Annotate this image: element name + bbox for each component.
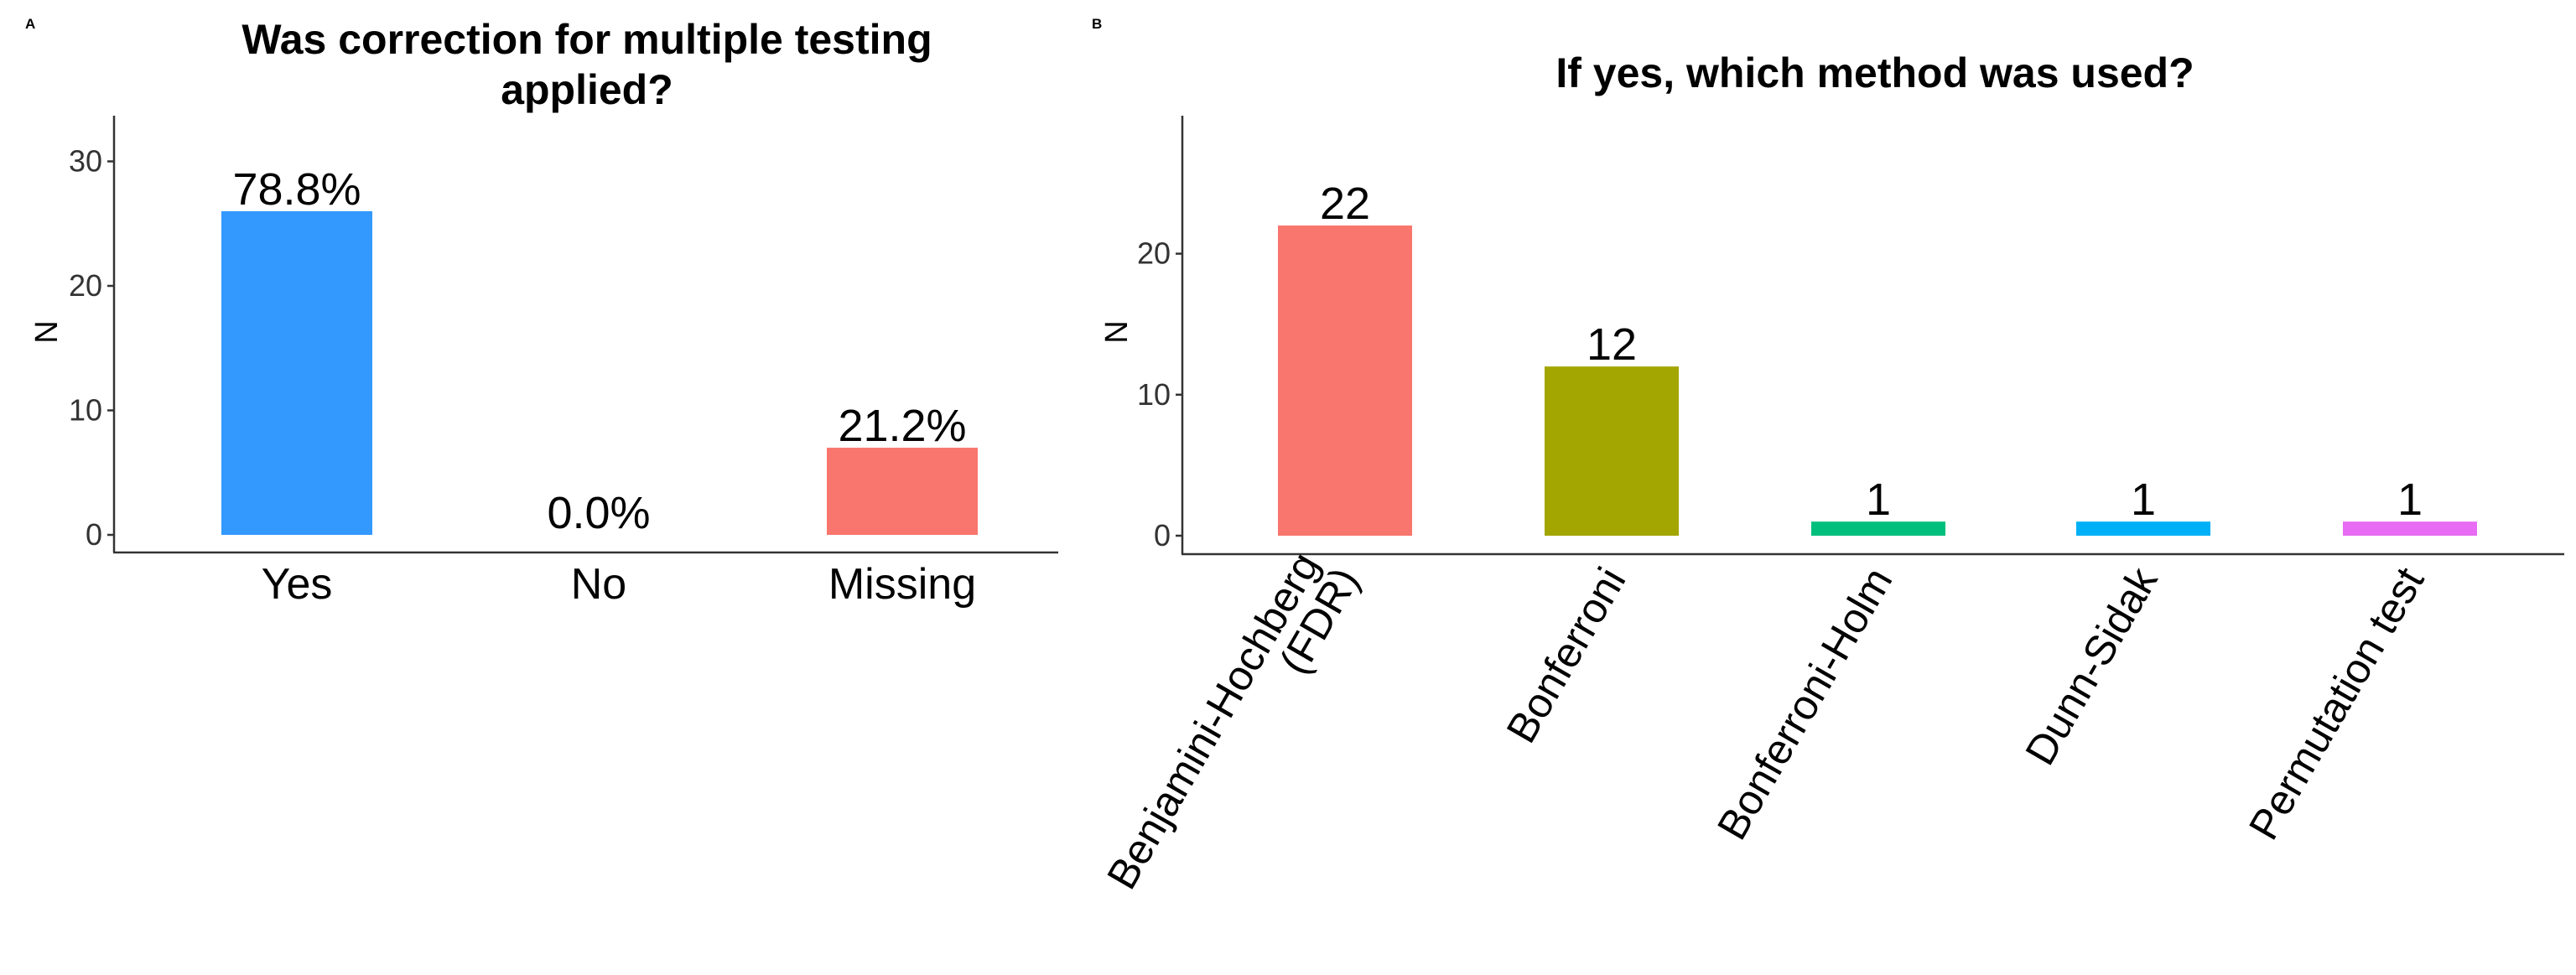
panel-a-data-label: 78.8% [232,164,361,215]
panel-b-tag: B [1092,16,1102,32]
panel-b-bar [1545,366,1679,536]
panel-a-x-tick-labels: Yes No Missing [262,560,977,609]
panel-a-y-ticks: 0 10 20 30 [69,144,114,552]
panel-a-y-tick-label: 30 [69,144,102,179]
panel-a-y-tick-label: 10 [69,393,102,428]
panel-b-data-label: 1 [2131,475,2156,525]
panel-a-bars [221,210,978,535]
panel-b: B If yes, which method was used? N 0 10 20… [1092,16,2564,897]
panel-b-y-ticks: 0 10 20 [1137,236,1182,552]
panel-b-data-label: 1 [2397,475,2423,525]
panel-a-y-tick-label: 0 [86,517,102,552]
panel-a-x-tick-label: No [571,560,626,609]
panel-a-y-tick-label: 20 [69,268,102,303]
panel-b-x-tick-label: Dunn-Sidak [2016,559,2167,773]
panel-a-data-label: 0.0% [547,488,650,538]
panel-b-bar [2343,521,2477,536]
panel-b-y-tick-label: 20 [1137,236,1171,271]
panel-b-y-axis-label: N [1099,320,1135,343]
panel-a-title-line-1: Was correction for multiple testing [242,16,932,63]
panel-b-bar [1278,225,1412,536]
panel-b-data-label: 1 [1866,475,1891,525]
panel-a: A Was correction for multiple testing ap… [25,16,1058,609]
panel-b-bar [1811,521,1945,536]
panel-b-data-labels: 22 12 1 1 1 [1320,179,2423,525]
panel-b-bars [1278,225,2477,536]
panel-b-x-tick-label: Bonferroni-Holm [1708,560,1902,848]
panel-b-x-tick-labels: Benjamini-Hochberg(FDR) Bonferroni Bonferr… [1098,544,2433,896]
panel-b-x-tick-label: Benjamini-Hochberg [1098,544,1328,896]
panel-a-data-label: 21.2% [838,401,966,451]
panel-b-x-tick-label: Permutation test [2240,559,2433,847]
panel-a-title-line-2: applied? [501,66,673,113]
panel-b-data-label: 22 [1320,179,1370,229]
panel-a-x-tick-label: Missing [828,560,976,609]
panel-a-y-axis-label: N [29,320,65,343]
panel-b-x-tick-label: Bonferroni [1498,560,1635,751]
panel-b-title: If yes, which method was used? [1555,49,2194,96]
panel-b-bar [2076,521,2210,536]
panel-a-data-labels: 78.8% 0.0% 21.2% [232,164,966,538]
panel-a-x-tick-label: Yes [262,560,333,609]
panel-b-data-label: 12 [1587,319,1637,370]
panel-a-bar [221,210,372,535]
panel-a-tag: A [25,16,35,32]
panel-b-y-tick-label: 0 [1154,518,1171,552]
panel-b-y-tick-label: 10 [1137,377,1171,412]
panel-a-bar [827,448,978,535]
